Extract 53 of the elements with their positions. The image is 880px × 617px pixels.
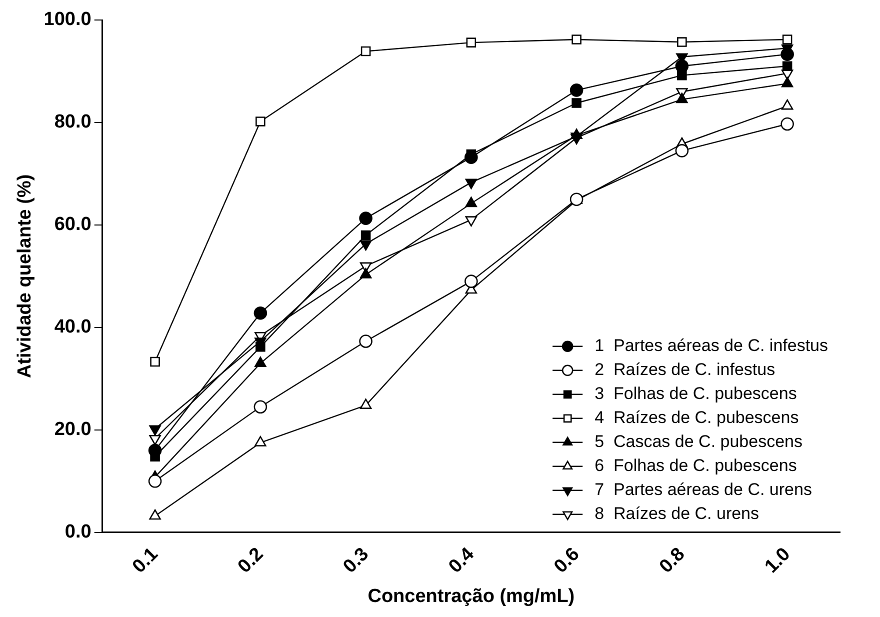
point	[675, 59, 689, 73]
point	[360, 240, 372, 251]
x-tick-label: 0.1	[128, 544, 163, 578]
point	[149, 434, 161, 446]
point	[149, 509, 161, 520]
y-tick-label: 60.0	[54, 214, 92, 236]
point	[254, 400, 268, 414]
point	[464, 274, 478, 288]
legend-label: 7 Partes aéreas de C. urens	[594, 480, 812, 500]
legend-label: 2 Raízes de C. infestus	[594, 360, 776, 380]
point	[256, 342, 266, 352]
point	[675, 144, 689, 158]
point	[464, 150, 478, 164]
point	[570, 84, 584, 97]
point	[254, 306, 268, 320]
y-tick-label: 100.0	[44, 9, 92, 30]
point	[148, 474, 162, 488]
legend-label: 6 Folhas de C. pubescens	[594, 456, 797, 476]
x-axis-title: Concentração (mg/mL)	[368, 586, 575, 607]
point	[256, 116, 266, 126]
x-tick-label: 0.8	[656, 544, 690, 578]
point	[148, 444, 162, 458]
y-tick-label: 0.0	[64, 522, 92, 543]
y-tick-label: 80.0	[54, 112, 92, 133]
point	[677, 37, 687, 47]
point	[465, 216, 478, 226]
point	[360, 230, 371, 240]
y-tick-label: 40.0	[54, 316, 92, 338]
legend-label: 1 Partes aéreas de C. infestus	[594, 336, 828, 356]
point	[466, 38, 476, 48]
point	[782, 61, 792, 72]
x-tick-label: 0.3	[340, 544, 374, 578]
legend-label: 3 Folhas de C. pubescens	[594, 384, 797, 404]
point	[572, 34, 582, 44]
point	[150, 356, 160, 367]
y-tick-label: 20.0	[54, 419, 92, 440]
point	[465, 178, 478, 190]
point	[780, 117, 794, 131]
x-tick-label: 1.0	[761, 544, 795, 578]
legend-label: 8 Raízes de C. urens	[594, 504, 760, 524]
point	[359, 212, 372, 225]
x-tick-label: 0.4	[444, 544, 479, 578]
y-axis-title: Atividade quelante (%)	[14, 174, 36, 378]
point	[254, 436, 266, 446]
legend-label: 5 Cascas de C. pubescens	[594, 432, 803, 452]
point	[782, 34, 792, 44]
legend-label: 4 Raízes de C. pubescens	[594, 408, 799, 428]
point	[780, 48, 794, 61]
point	[572, 98, 582, 108]
point	[359, 334, 372, 348]
point	[360, 46, 371, 56]
x-tick-label: 0.6	[550, 544, 584, 578]
x-tick-label: 0.2	[234, 544, 268, 578]
